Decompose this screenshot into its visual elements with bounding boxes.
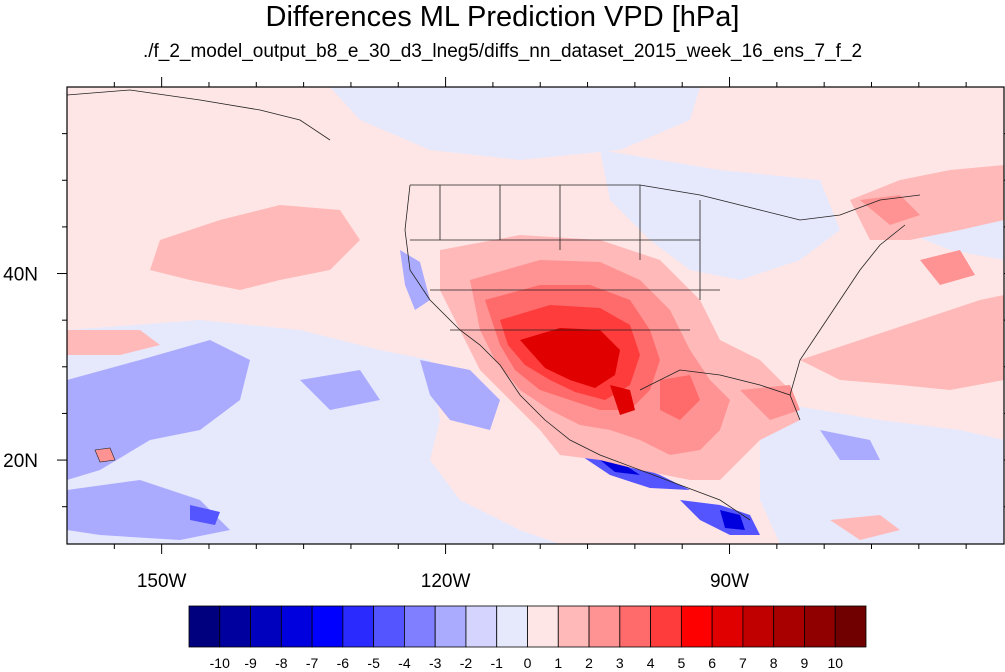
colorbar-swatch [742, 605, 775, 648]
chart-title: Differences ML Prediction VPD [hPa] [265, 1, 740, 33]
coastlines-and-borders [67, 89, 921, 521]
colorbar-swatch [250, 605, 282, 648]
positive-extreme-layer [520, 328, 635, 415]
colorbar-swatch [311, 605, 344, 648]
colorbar-label: 6 [708, 655, 716, 671]
colorbar-label: -8 [275, 655, 288, 671]
colorbar-swatch [588, 605, 621, 648]
colorbar-swatch [219, 605, 251, 648]
colorbar-label: 9 [801, 655, 809, 671]
lon-tick-label: 150W [137, 571, 187, 592]
colorbar-swatch [188, 605, 221, 648]
colorbar-swatch [619, 605, 651, 648]
colorbar-label: -7 [306, 655, 319, 671]
lon-tick-label: 120W [421, 571, 471, 592]
map-panel [67, 87, 1004, 544]
colorbar-swatch [711, 605, 744, 648]
colorbar-swatch [680, 605, 713, 648]
colorbar-swatch [804, 605, 836, 648]
colorbar-label: -9 [244, 655, 257, 671]
colorbar-swatch [773, 605, 805, 648]
colorbar-swatch [527, 605, 559, 648]
colorbar-label: -5 [367, 655, 380, 671]
colorbar-swatch [373, 605, 405, 648]
chart-subtitle: ./f_2_model_output_b8_e_30_d3_lneg5/diff… [142, 41, 863, 62]
lat-tick-label: 40N [3, 265, 38, 286]
colorbar-swatch [650, 605, 682, 648]
negative-moderate-layer [67, 250, 880, 540]
colorbar-swatch [496, 605, 528, 648]
colorbar-label: 3 [616, 655, 624, 671]
lon-tick-label: 90W [710, 571, 749, 592]
colorbar-swatch [434, 605, 467, 648]
colorbar-label: -4 [398, 655, 411, 671]
colorbar-swatch [557, 605, 590, 648]
colorbar-label: 7 [739, 655, 747, 671]
colorbar-label: 2 [585, 655, 593, 671]
colorbar-label: 0 [524, 655, 532, 671]
colorbar-label: 4 [647, 655, 655, 671]
colorbar-swatch [465, 605, 498, 648]
colorbar-swatch [342, 605, 375, 648]
colorbar-label: -6 [337, 655, 350, 671]
lat-tick-label: 20N [3, 451, 38, 472]
map-frame [66, 86, 1005, 545]
colorbar: -10 -9 -8 -7 -6 -5 -4 -3 -2 -1 0 1 2 3 4 5 6 7 8 9 10 [188, 605, 867, 671]
colorbar-label: 1 [554, 655, 562, 671]
axis-ticks: 150W 120W 90W 20N 40N [3, 77, 1005, 592]
colorbar-label: 5 [677, 655, 685, 671]
colorbar-label: -2 [460, 655, 473, 671]
hawaii-island [94, 447, 116, 463]
colorbar-label: -3 [429, 655, 442, 671]
colorbar-swatch [404, 605, 436, 648]
colorbar-swatch [834, 605, 867, 648]
colorbar-label: 10 [827, 655, 843, 671]
colorbar-swatch [280, 605, 313, 648]
colorbar-label: 8 [770, 655, 778, 671]
colorbar-label: -10 [210, 655, 230, 671]
colorbar-label: -1 [491, 655, 504, 671]
negative-extreme-layer [600, 460, 745, 530]
